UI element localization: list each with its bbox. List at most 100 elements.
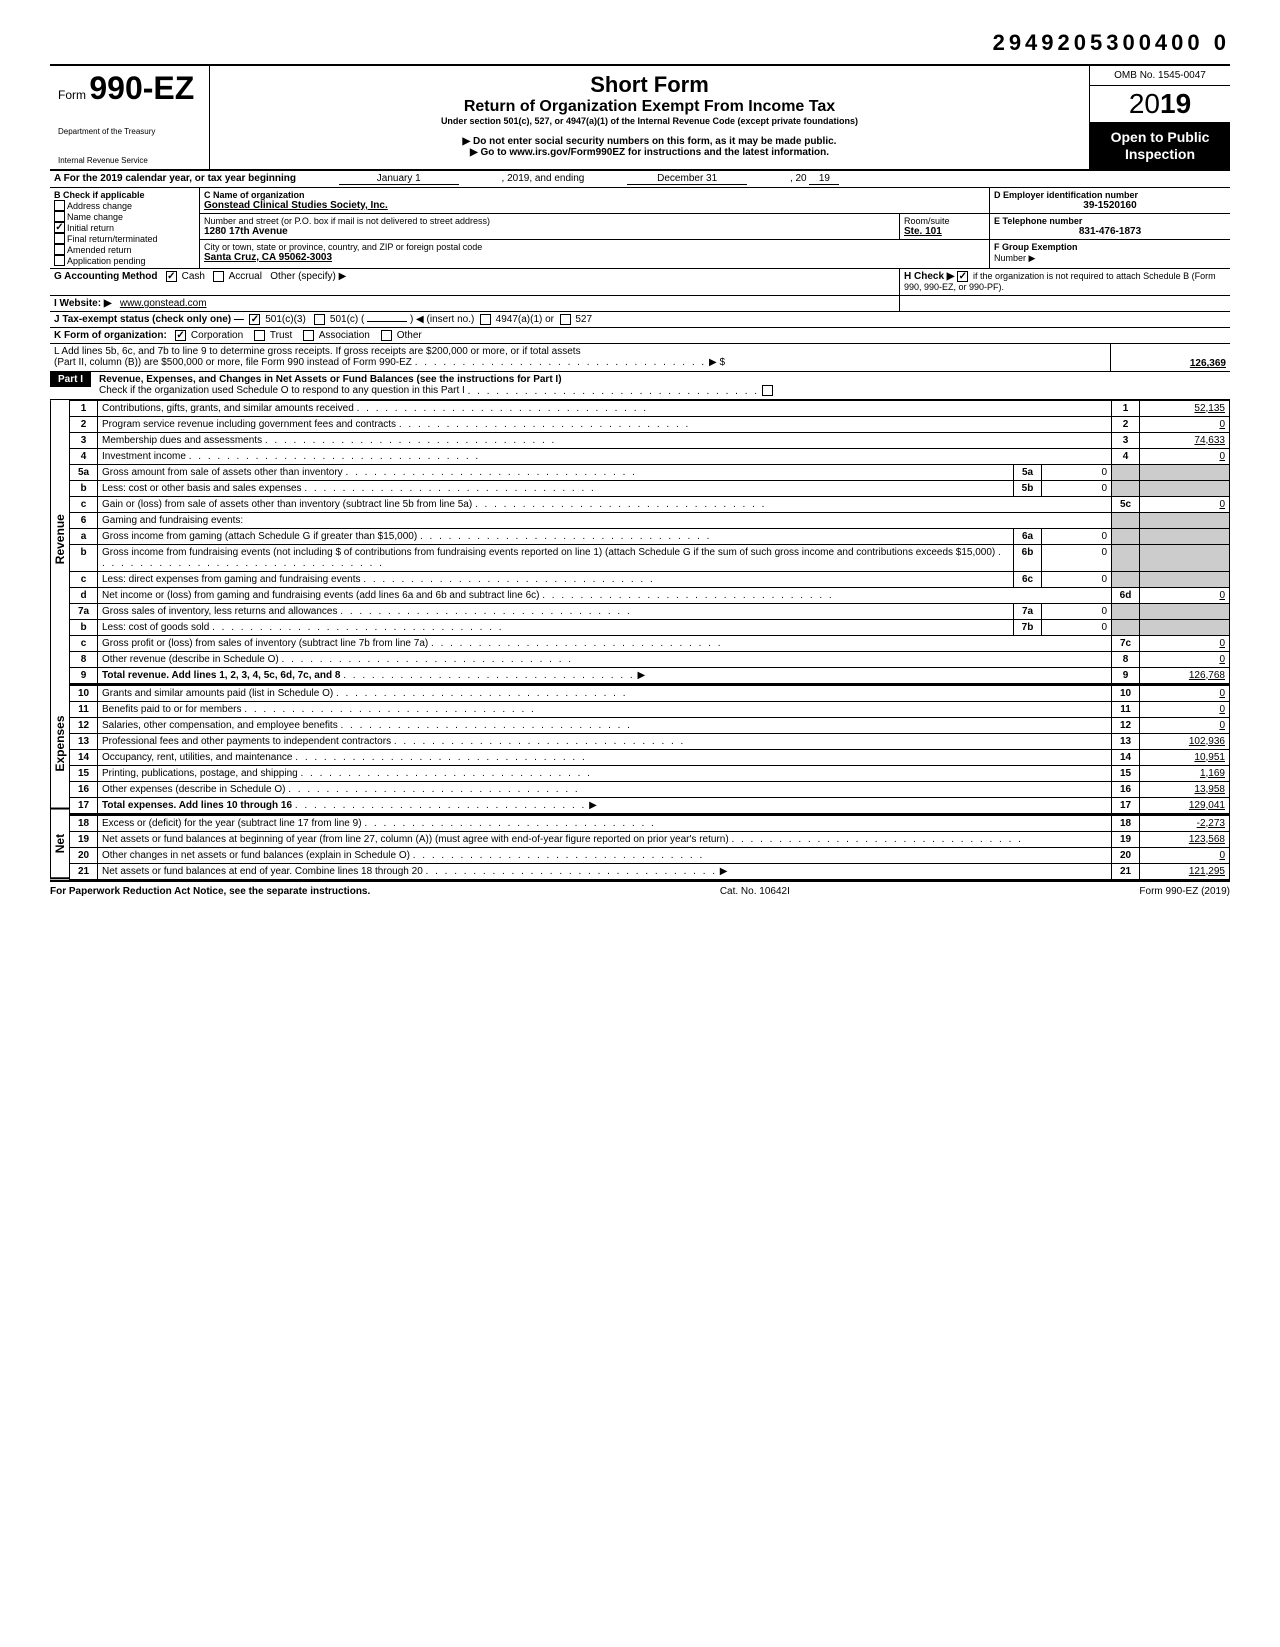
table-row: 16 Other expenses (describe in Schedule …: [70, 781, 1230, 797]
website[interactable]: www.gonstead.com: [120, 298, 207, 309]
open-public: Open to Public Inspection: [1090, 123, 1230, 169]
line-l-text2: (Part II, column (B)) are $500,000 or mo…: [54, 357, 412, 368]
insert-label: ) ◀ (insert no.): [410, 314, 474, 325]
line-j: J Tax-exempt status (check only one) — 5…: [50, 312, 1230, 328]
line-a-mid: , 2019, and ending: [502, 173, 585, 184]
line-19-value[interactable]: 123,568: [1189, 834, 1225, 845]
table-row: 18 Excess or (deficit) for the year (sub…: [70, 815, 1230, 831]
line-3-value[interactable]: 74,633: [1194, 435, 1225, 446]
tax-year: 2019: [1090, 86, 1230, 123]
line-18-value[interactable]: -2,273: [1197, 818, 1225, 829]
note-link: ▶ Go to www.irs.gov/Form990EZ for instru…: [222, 147, 1077, 158]
corp-checkbox[interactable]: [175, 330, 186, 341]
accrual-checkbox[interactable]: [213, 271, 224, 282]
col-b-item-label: Amended return: [67, 245, 132, 255]
col-b-item-label: Address change: [67, 201, 132, 211]
table-row: 5a Gross amount from sale of assets othe…: [70, 464, 1230, 480]
line-1-value[interactable]: 52,135: [1194, 403, 1225, 414]
room-label: Room/suite: [904, 216, 985, 226]
line-a-begin[interactable]: January 1: [339, 173, 459, 185]
line-15-value[interactable]: 1,169: [1200, 768, 1225, 779]
line-6d-value[interactable]: 0: [1219, 590, 1225, 601]
col-b-checkbox[interactable]: [54, 255, 65, 266]
line-11-value[interactable]: 0: [1219, 704, 1225, 715]
schedule-b-checkbox[interactable]: [957, 271, 968, 282]
line-a-yr[interactable]: 19: [809, 173, 839, 185]
room[interactable]: Ste. 101: [904, 226, 985, 237]
line-12-value[interactable]: 0: [1219, 720, 1225, 731]
table-row: 17 Total expenses. Add lines 10 through …: [70, 797, 1230, 814]
line-17-value[interactable]: 129,041: [1189, 800, 1225, 811]
line-a: A For the 2019 calendar year, or tax yea…: [50, 171, 1230, 188]
col-b-item: Application pending: [54, 255, 195, 266]
line-a-end[interactable]: December 31: [627, 173, 747, 185]
col-b-checkbox[interactable]: [54, 222, 65, 233]
expenses-label: Expenses: [50, 679, 69, 810]
revenue-label: Revenue: [50, 400, 69, 679]
city[interactable]: Santa Cruz, CA 95062-3003: [204, 252, 985, 263]
line-7b-value[interactable]: 0: [1101, 622, 1107, 633]
col-b-checkbox[interactable]: [54, 233, 65, 244]
city-label: City or town, state or province, country…: [204, 242, 985, 252]
501c3-checkbox[interactable]: [249, 314, 260, 325]
table-row: 6 Gaming and fundraising events:: [70, 512, 1230, 528]
line-4-value[interactable]: 0: [1219, 451, 1225, 462]
header-code: 2949205300400 0: [50, 30, 1230, 56]
501c-insert[interactable]: [367, 321, 407, 322]
line-5a-value[interactable]: 0: [1101, 467, 1107, 478]
table-row: 21 Net assets or fund balances at end of…: [70, 863, 1230, 879]
table-row: 15 Printing, publications, postage, and …: [70, 765, 1230, 781]
part1-label: Part I: [50, 372, 91, 387]
col-b-item: Amended return: [54, 244, 195, 255]
line-5c-value[interactable]: 0: [1219, 499, 1225, 510]
col-b-label: B Check if applicable: [54, 190, 195, 200]
4947-label: 4947(a)(1) or: [496, 314, 554, 325]
line-20-value[interactable]: 0: [1219, 850, 1225, 861]
line-5b-value[interactable]: 0: [1101, 483, 1107, 494]
assoc-checkbox[interactable]: [303, 330, 314, 341]
schedule-o-checkbox[interactable]: [762, 385, 773, 396]
gross-receipts[interactable]: 126,369: [1115, 358, 1226, 369]
col-b-item-label: Name change: [67, 212, 123, 222]
line-6c-value[interactable]: 0: [1101, 574, 1107, 585]
line-8-value[interactable]: 0: [1219, 654, 1225, 665]
col-b-checkbox[interactable]: [54, 244, 65, 255]
cash-checkbox[interactable]: [166, 271, 177, 282]
line-13-value[interactable]: 102,936: [1189, 736, 1225, 747]
line-10-value[interactable]: 0: [1219, 688, 1225, 699]
line-21-value[interactable]: 121,295: [1189, 866, 1225, 877]
other-org-checkbox[interactable]: [381, 330, 392, 341]
col-b-checkbox[interactable]: [54, 200, 65, 211]
line-16-value[interactable]: 13,958: [1194, 784, 1225, 795]
footer-mid: Cat. No. 10642I: [720, 886, 790, 897]
col-e-label: E Telephone number: [994, 216, 1226, 226]
line-7c-value[interactable]: 0: [1219, 638, 1225, 649]
4947-checkbox[interactable]: [480, 314, 491, 325]
open-public-2: Inspection: [1092, 146, 1228, 163]
col-f-label2: Number ▶: [994, 253, 1035, 263]
trust-checkbox[interactable]: [254, 330, 265, 341]
501c3-label: 501(c)(3): [265, 314, 306, 325]
col-b-checkbox[interactable]: [54, 211, 65, 222]
line-6b-value[interactable]: 0: [1101, 547, 1107, 558]
line-14-value[interactable]: 10,951: [1194, 752, 1225, 763]
table-row: b Less: cost of goods sold 7b 0: [70, 619, 1230, 635]
col-d-label: D Employer identification number: [994, 190, 1226, 200]
form-number-text: 990-EZ: [89, 70, 194, 106]
ein[interactable]: 39-1520160: [994, 200, 1226, 211]
table-row: 9 Total revenue. Add lines 1, 2, 3, 4, 5…: [70, 667, 1230, 684]
table-row: c Less: direct expenses from gaming and …: [70, 571, 1230, 587]
org-name[interactable]: Gonstead Clinical Studies Society, Inc.: [204, 200, 985, 211]
line-7a-value[interactable]: 0: [1101, 606, 1107, 617]
col-b-item: Name change: [54, 211, 195, 222]
phone[interactable]: 831-476-1873: [994, 226, 1226, 237]
line-6a-value[interactable]: 0: [1101, 531, 1107, 542]
527-checkbox[interactable]: [560, 314, 571, 325]
line-l-arrow: ▶ $: [709, 357, 725, 368]
501c-checkbox[interactable]: [314, 314, 325, 325]
line-9-value[interactable]: 126,768: [1189, 670, 1225, 681]
line-g-label: G Accounting Method: [54, 271, 158, 282]
dots: [468, 386, 759, 397]
line-2-value[interactable]: 0: [1219, 419, 1225, 430]
street[interactable]: 1280 17th Avenue: [204, 226, 895, 237]
